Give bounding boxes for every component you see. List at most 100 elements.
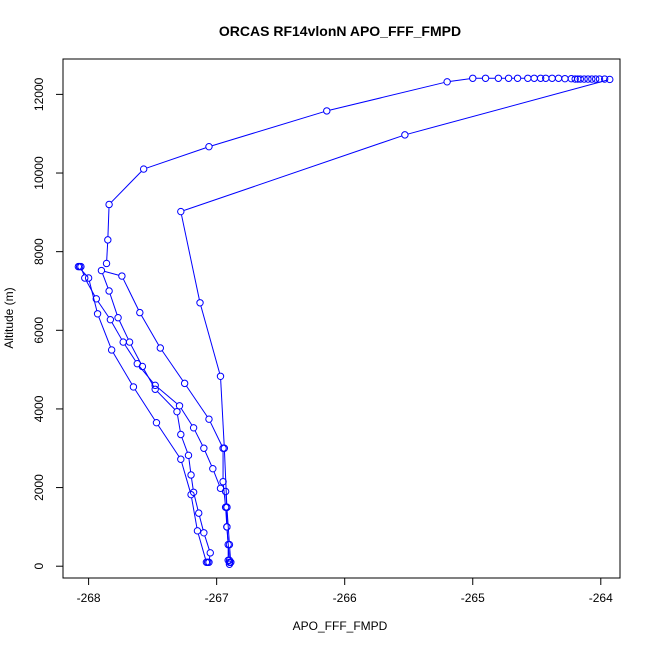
data-point [227, 558, 235, 566]
series-line-segment [146, 147, 207, 169]
data-point [504, 74, 513, 82]
data-point [584, 75, 592, 83]
x-axis: -268 -267 -266 -265 -264 [77, 578, 613, 605]
series-line-segment [109, 293, 118, 315]
data-point [189, 424, 198, 432]
y-axis-label: Altitude (m) [2, 287, 16, 348]
data-point [576, 75, 585, 83]
data-point [571, 75, 579, 83]
series-line-segment [450, 78, 470, 82]
data-point [114, 314, 122, 322]
series-line-segment [204, 535, 210, 550]
data-point [119, 338, 127, 346]
series-line-segment [226, 510, 230, 542]
data-point [151, 385, 159, 393]
series-line-segment [226, 530, 230, 558]
series-line-segment [223, 451, 228, 505]
data-point [93, 310, 102, 318]
series-line-segment [220, 379, 225, 446]
series-line-segment [209, 421, 223, 446]
x-tick-label: -266 [333, 591, 357, 605]
data-point [225, 556, 234, 565]
series-line-segment [85, 280, 96, 297]
series-line-segment [204, 450, 212, 466]
x-tick-label: -267 [205, 591, 229, 605]
series-line-segment [97, 301, 109, 318]
series-line-segment [107, 207, 110, 237]
series-line-segment [98, 316, 111, 348]
data-point [595, 75, 604, 83]
data-point [323, 107, 331, 115]
x-tick-label: -264 [589, 591, 613, 605]
data-point [223, 523, 231, 531]
data-point [494, 74, 503, 82]
data-point [200, 444, 208, 452]
series-line-segment [157, 391, 176, 410]
series-line-segment [122, 278, 139, 310]
data-point [187, 471, 195, 479]
series-line-segment [181, 462, 191, 492]
series-line-segment [200, 305, 221, 374]
series-layer [74, 74, 614, 568]
series-line-segment [188, 458, 192, 472]
data-point [567, 74, 576, 83]
x-tick-label: -268 [77, 591, 101, 605]
series-line-segment [225, 510, 228, 524]
data-point [443, 78, 451, 86]
plot-frame [62, 58, 621, 579]
data-point [223, 503, 231, 511]
series-line-segment [157, 425, 180, 457]
data-point [225, 540, 234, 549]
data-point [200, 529, 208, 537]
data-point [152, 418, 161, 427]
series-line-segment [102, 273, 109, 289]
data-point [193, 527, 202, 535]
data-point [606, 75, 614, 84]
series-line-segment [329, 82, 445, 111]
data-point [177, 207, 185, 216]
data-point [84, 274, 93, 282]
y-tick-label: 2000 [32, 474, 46, 501]
data-point [106, 315, 115, 324]
data-point [175, 402, 184, 410]
data-point [205, 415, 213, 423]
data-point [189, 488, 198, 496]
series-line-segment [130, 344, 142, 364]
data-point [107, 346, 116, 354]
series-line-segment [111, 322, 123, 340]
y-tick-label: 6000 [32, 317, 46, 344]
data-point [129, 383, 138, 391]
data-point [554, 74, 563, 82]
series-line-segment [124, 344, 136, 362]
series-line-segment [197, 533, 207, 560]
series-line-segment [194, 430, 203, 446]
y-tick-label: 12000 [32, 77, 46, 111]
series-line-segment [180, 408, 193, 426]
data-point [180, 379, 189, 388]
data-point [561, 74, 569, 83]
series-line-segment [229, 547, 232, 560]
x-axis-label: APO_FFF_FMPD [293, 619, 388, 633]
series-line-segment [181, 437, 188, 453]
data-point [588, 75, 596, 83]
data-point [138, 362, 147, 371]
series-line-segment [176, 414, 181, 432]
data-point [513, 74, 522, 82]
data-point [74, 262, 83, 271]
data-point [104, 236, 112, 244]
data-point [184, 451, 193, 460]
data-point [209, 464, 217, 473]
series-line-segment [211, 111, 324, 147]
series-line-segment [161, 350, 184, 382]
data-point [205, 142, 213, 151]
series-1 [74, 262, 235, 568]
data-point [125, 338, 134, 346]
data-point [177, 430, 185, 439]
chart-title: ORCAS RF14vlonN APO_FFF_FMPD [219, 23, 461, 39]
y-tick-label: 10000 [32, 156, 46, 190]
data-point [105, 200, 113, 209]
data-point [220, 444, 229, 452]
series-line-segment [88, 280, 98, 311]
series-line-segment [186, 385, 208, 417]
data-point [195, 509, 203, 517]
